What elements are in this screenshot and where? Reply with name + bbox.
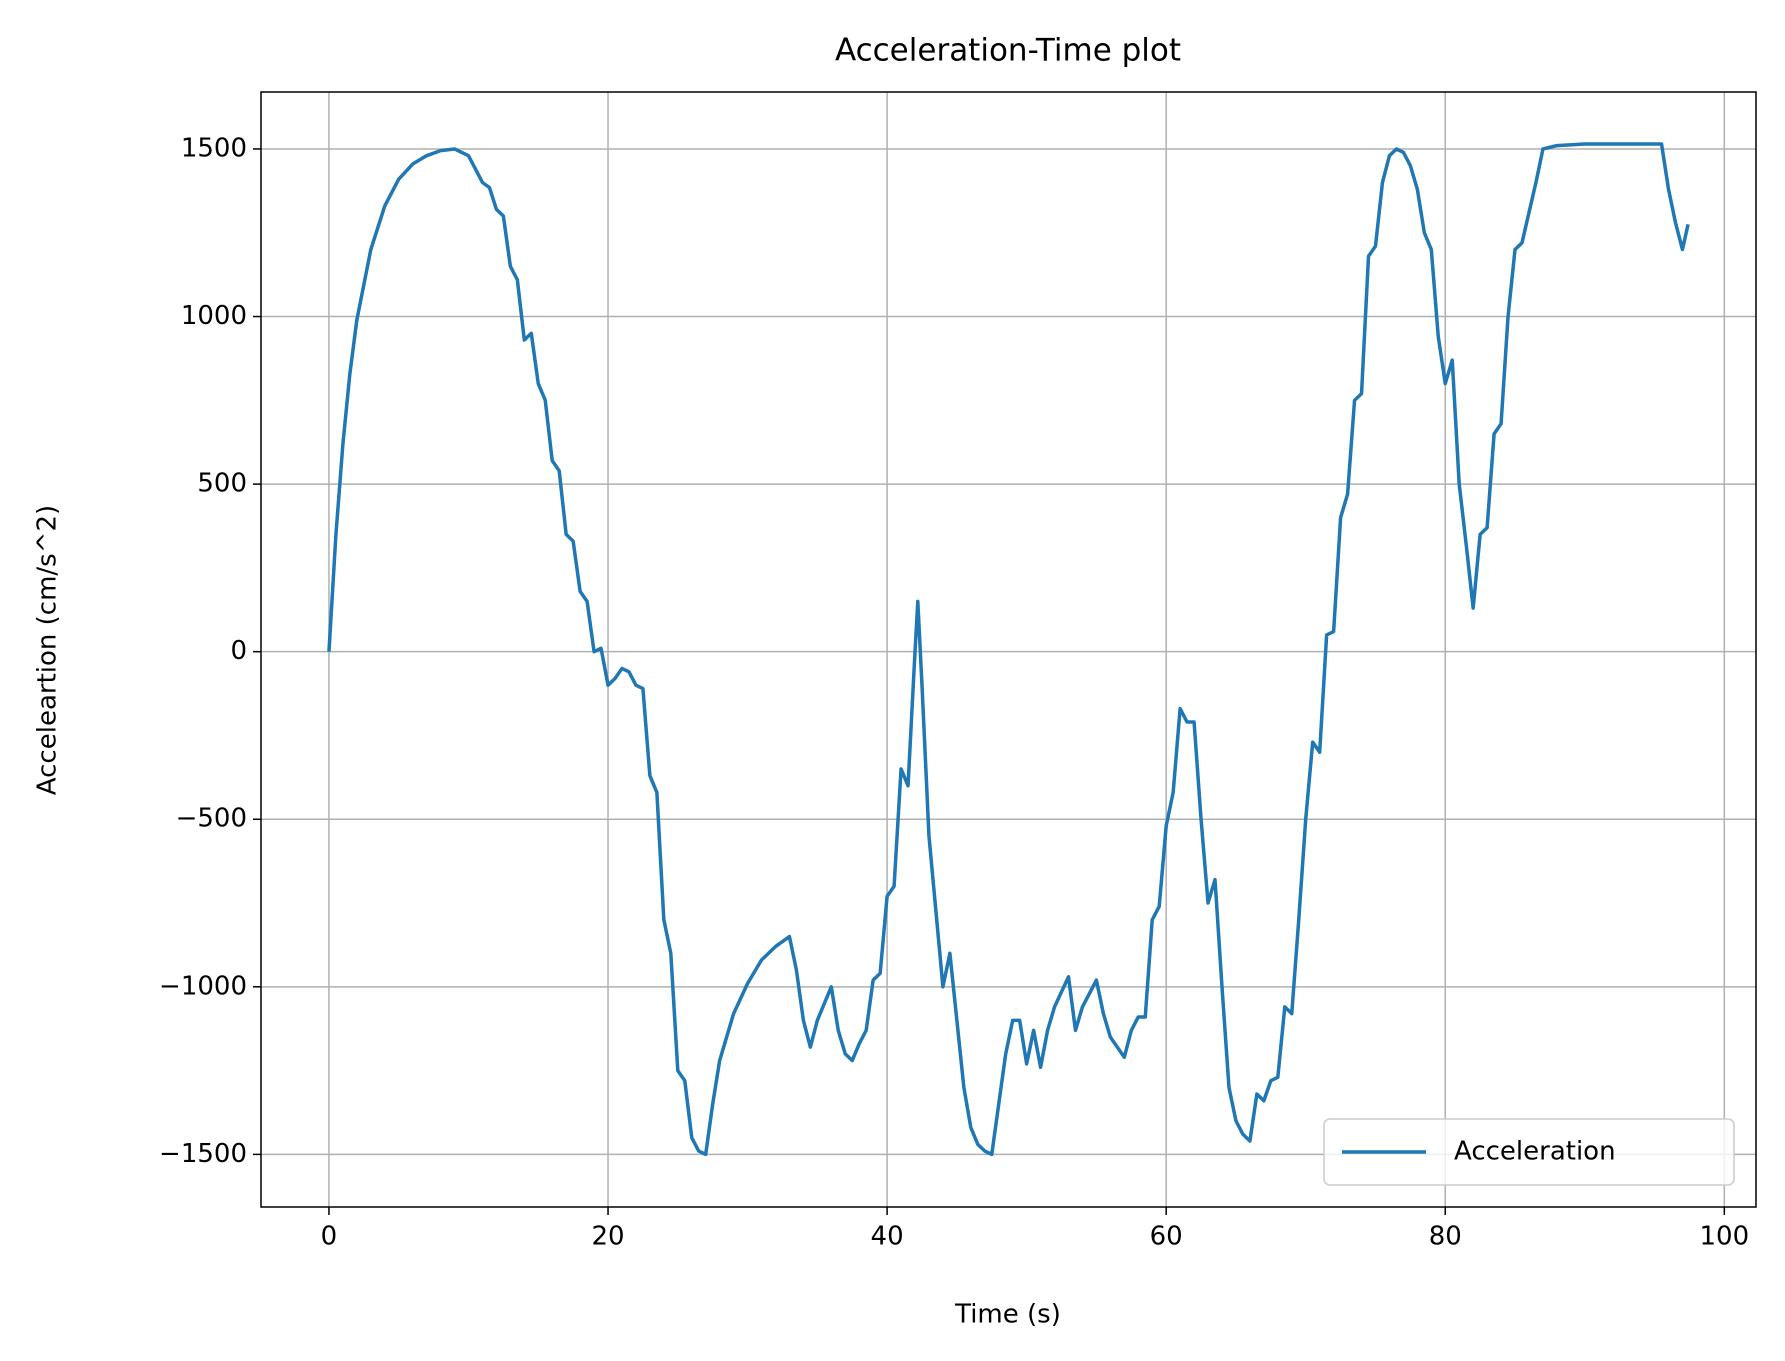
legend-box bbox=[1323, 1118, 1735, 1186]
legend-label: Acceleration bbox=[1454, 1137, 1616, 1167]
x-tick-label: 20 bbox=[591, 1222, 624, 1252]
x-axis-label: Time (s) bbox=[954, 1300, 1061, 1330]
y-axis-label: Acceleartion (cm/s^2) bbox=[33, 505, 63, 795]
x-tick-label: 60 bbox=[1150, 1222, 1183, 1252]
x-tick-label: 80 bbox=[1429, 1222, 1462, 1252]
axes-frame bbox=[260, 91, 1757, 1208]
y-tick-label: −1500 bbox=[159, 1139, 247, 1169]
x-tick-label: 0 bbox=[321, 1222, 338, 1252]
y-tick-label: −1000 bbox=[159, 971, 247, 1001]
x-tick-label: 100 bbox=[1700, 1222, 1750, 1252]
y-tick-label: 1000 bbox=[181, 301, 247, 331]
y-tick-label: 1500 bbox=[181, 133, 247, 163]
x-tick-label: 40 bbox=[871, 1222, 904, 1252]
data-line bbox=[327, 142, 1690, 1157]
chart-title: Acceleration-Time plot bbox=[835, 33, 1181, 69]
y-tick-label: 500 bbox=[197, 469, 247, 499]
y-tick-label: 0 bbox=[230, 636, 247, 666]
y-tick-label: −500 bbox=[176, 804, 247, 834]
